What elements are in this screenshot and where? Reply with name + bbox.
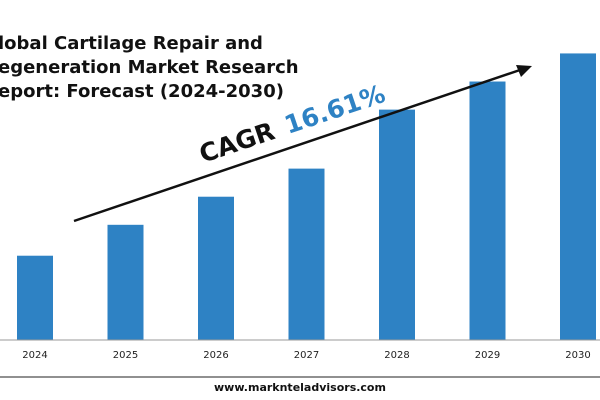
bar-2030 [560,53,596,341]
x-tick-label-2024: 2024 [22,350,47,361]
chart-title: lobal Cartilage Repair and egeneration M… [0,33,299,102]
bar-2026 [198,196,234,340]
bar-2027 [288,168,325,340]
x-tick-label-2029: 2029 [475,350,500,361]
cagr-label: CAGR [196,116,279,168]
trend-arrow-line [73,68,521,223]
x-tick-label-2025: 2025 [113,350,138,361]
chart-title-line-2: egeneration Market Research [0,57,299,78]
cagr-value: 16.61% [281,79,389,140]
cagr-trend-arrow [73,65,532,223]
x-tick-label-2026: 2026 [203,350,228,361]
x-tick-label-2030: 2030 [565,350,590,361]
trend-arrow-head [516,65,532,77]
bar-2028 [379,109,415,340]
footer-url: www.marknteladvisors.com [214,381,386,394]
x-tick-label-2028: 2028 [384,350,409,361]
bar-2029 [469,81,506,341]
bar-series [17,53,596,341]
chart-title-line-1: lobal Cartilage Repair and [0,33,263,54]
bar-2025 [107,224,144,340]
chart-title-line-3: eport: Forecast (2024-2030) [0,81,284,102]
bar-2024 [17,255,53,340]
x-axis-tick-labels: 2024 2025 2026 2027 2028 2029 2030 [22,350,590,361]
x-tick-label-2027: 2027 [294,350,319,361]
